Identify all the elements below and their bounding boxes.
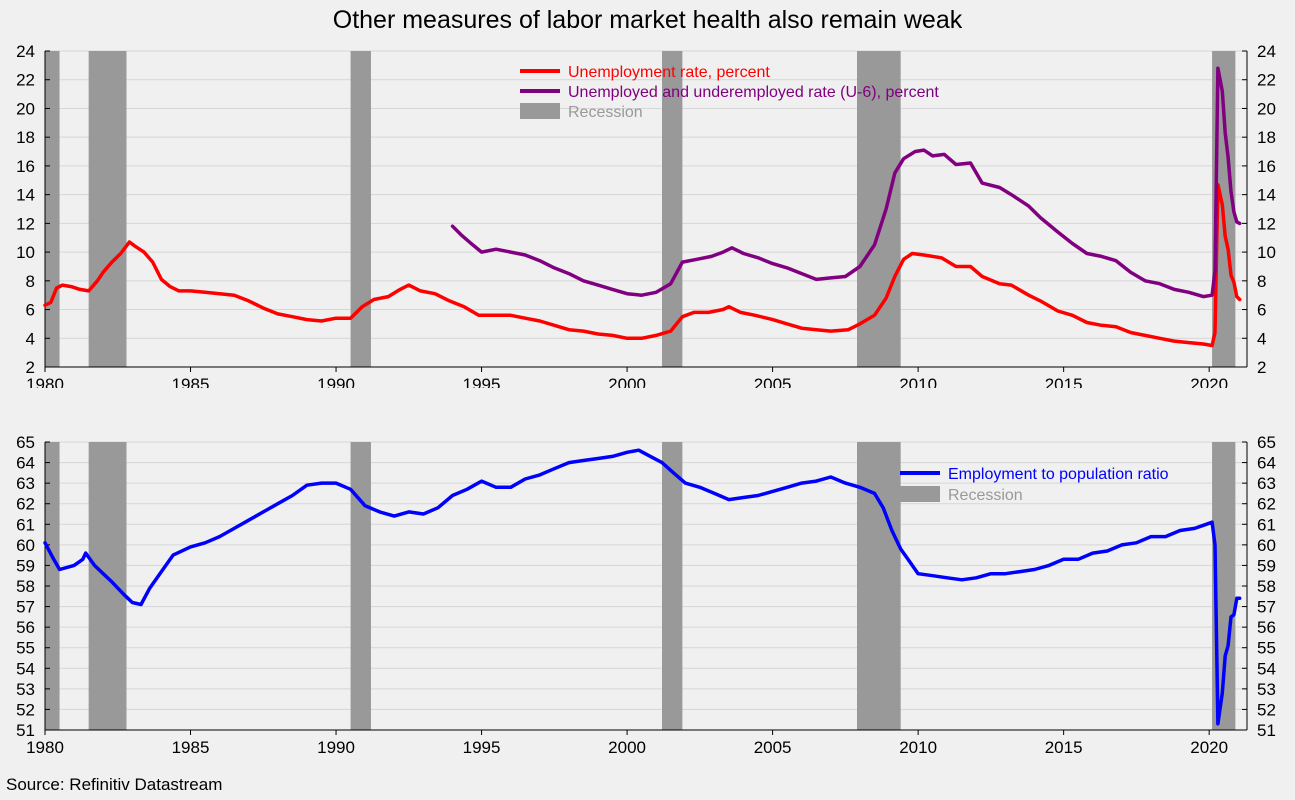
x-tick-label: 1980 bbox=[26, 375, 64, 388]
recession-bar bbox=[88, 442, 127, 730]
y-tick-label-left: 22 bbox=[16, 71, 35, 90]
x-tick-label: 2005 bbox=[754, 375, 792, 388]
y-tick-label-left: 51 bbox=[16, 721, 35, 740]
x-tick-label: 2010 bbox=[899, 738, 937, 757]
x-tick-label: 2005 bbox=[754, 738, 792, 757]
y-tick-label-right: 24 bbox=[1257, 42, 1276, 61]
recession-bar bbox=[45, 51, 60, 367]
x-tick-label: 2015 bbox=[1045, 738, 1083, 757]
series-line bbox=[43, 182, 1242, 348]
y-tick-label-left: 62 bbox=[16, 495, 35, 514]
y-tick-label-right: 12 bbox=[1257, 214, 1276, 233]
y-tick-label-right: 64 bbox=[1257, 454, 1276, 473]
x-tick-label: 1995 bbox=[463, 738, 501, 757]
y-tick-label-right: 65 bbox=[1257, 433, 1276, 452]
y-tick-label-left: 56 bbox=[16, 618, 35, 637]
y-tick-label-right: 18 bbox=[1257, 128, 1276, 147]
x-tick-label: 2010 bbox=[899, 375, 937, 388]
x-tick-label: 1990 bbox=[317, 375, 355, 388]
y-tick-label-left: 53 bbox=[16, 680, 35, 699]
y-tick-label-right: 52 bbox=[1257, 700, 1276, 719]
y-tick-label-left: 2 bbox=[26, 358, 35, 377]
series-line bbox=[43, 448, 1242, 726]
y-tick-label-right: 10 bbox=[1257, 243, 1276, 262]
recession-bar bbox=[88, 51, 127, 367]
x-tick-label: 2020 bbox=[1190, 375, 1228, 388]
y-tick-label-right: 22 bbox=[1257, 71, 1276, 90]
y-tick-label-right: 8 bbox=[1257, 272, 1266, 291]
y-tick-label-right: 53 bbox=[1257, 680, 1276, 699]
y-tick-label-right: 61 bbox=[1257, 515, 1276, 534]
x-tick-label: 1980 bbox=[26, 738, 64, 757]
recession-bar bbox=[857, 442, 901, 730]
y-tick-label-left: 4 bbox=[26, 329, 35, 348]
recession-bar bbox=[350, 442, 371, 730]
recession-bar bbox=[662, 442, 683, 730]
y-tick-label-right: 59 bbox=[1257, 556, 1276, 575]
y-tick-label-left: 52 bbox=[16, 700, 35, 719]
y-tick-label-left: 60 bbox=[16, 536, 35, 555]
y-tick-label-right: 16 bbox=[1257, 157, 1276, 176]
chart-title: Other measures of labor market health al… bbox=[332, 6, 963, 34]
y-tick-label-left: 24 bbox=[16, 42, 35, 61]
recession-bar bbox=[350, 51, 371, 367]
x-tick-label: 1990 bbox=[317, 738, 355, 757]
recession-bar bbox=[662, 51, 683, 367]
y-tick-label-right: 60 bbox=[1257, 536, 1276, 555]
y-tick-label-right: 20 bbox=[1257, 99, 1276, 118]
y-tick-label-right: 6 bbox=[1257, 301, 1266, 320]
y-tick-label-right: 51 bbox=[1257, 721, 1276, 740]
y-tick-label-left: 18 bbox=[16, 128, 35, 147]
x-tick-label: 1995 bbox=[463, 375, 501, 388]
y-tick-label-right: 58 bbox=[1257, 577, 1276, 596]
y-tick-label-left: 14 bbox=[16, 186, 35, 205]
y-tick-label-left: 10 bbox=[16, 243, 35, 262]
y-tick-label-left: 58 bbox=[16, 577, 35, 596]
y-tick-label-right: 56 bbox=[1257, 618, 1276, 637]
y-tick-label-left: 65 bbox=[16, 433, 35, 452]
y-tick-label-right: 14 bbox=[1257, 186, 1276, 205]
x-tick-label: 1985 bbox=[172, 375, 210, 388]
y-tick-label-left: 55 bbox=[16, 639, 35, 658]
x-tick-label: 2000 bbox=[608, 375, 646, 388]
y-tick-label-right: 54 bbox=[1257, 659, 1276, 678]
y-tick-label-left: 59 bbox=[16, 556, 35, 575]
legend-label: Recession bbox=[568, 104, 643, 121]
y-tick-label-right: 62 bbox=[1257, 495, 1276, 514]
y-tick-label-right: 55 bbox=[1257, 639, 1276, 658]
y-tick-label-left: 63 bbox=[16, 474, 35, 493]
y-tick-label-left: 8 bbox=[26, 272, 35, 291]
x-tick-label: 2015 bbox=[1045, 375, 1083, 388]
y-tick-label-left: 61 bbox=[16, 515, 35, 534]
y-tick-label-left: 57 bbox=[16, 598, 35, 617]
plot-area bbox=[45, 51, 1247, 367]
x-tick-label: 1985 bbox=[172, 738, 210, 757]
x-tick-label: 2020 bbox=[1190, 738, 1228, 757]
x-tick-label: 2000 bbox=[608, 738, 646, 757]
series-line bbox=[450, 66, 1242, 299]
y-tick-label-right: 4 bbox=[1257, 329, 1266, 348]
legend-swatch-recession bbox=[520, 103, 560, 119]
recession-bar bbox=[45, 442, 60, 730]
legend-label: Unemployment rate, percent bbox=[568, 64, 770, 81]
y-tick-label-left: 16 bbox=[16, 157, 35, 176]
y-tick-label-right: 57 bbox=[1257, 598, 1276, 617]
y-tick-label-left: 64 bbox=[16, 454, 35, 473]
y-tick-label-right: 2 bbox=[1257, 358, 1266, 377]
y-tick-label-left: 6 bbox=[26, 301, 35, 320]
legend-label: Unemployed and underemployed rate (U-6),… bbox=[568, 84, 939, 101]
legend-label: Recession bbox=[948, 487, 1023, 504]
y-tick-label-left: 12 bbox=[16, 214, 35, 233]
legend-swatch-recession bbox=[900, 486, 940, 502]
y-tick-label-left: 20 bbox=[16, 99, 35, 118]
legend-label: Employment to population ratio bbox=[948, 466, 1169, 483]
recession-bar bbox=[857, 51, 901, 367]
y-tick-label-right: 63 bbox=[1257, 474, 1276, 493]
source-note: Source: Refinitiv Datastream bbox=[6, 775, 223, 794]
y-tick-label-left: 54 bbox=[16, 659, 35, 678]
